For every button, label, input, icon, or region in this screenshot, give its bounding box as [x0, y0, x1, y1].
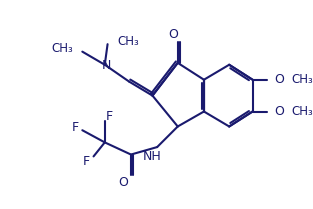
Text: CH₃: CH₃: [292, 105, 313, 118]
Text: F: F: [83, 155, 90, 168]
Text: CH₃: CH₃: [117, 35, 139, 48]
Text: O: O: [274, 105, 284, 118]
Text: CH₃: CH₃: [292, 73, 313, 86]
Text: F: F: [106, 110, 113, 123]
Text: N: N: [102, 59, 111, 72]
Text: O: O: [168, 28, 178, 41]
Text: F: F: [71, 121, 78, 134]
Text: O: O: [274, 73, 284, 86]
Text: CH₃: CH₃: [51, 42, 73, 55]
Text: NH: NH: [143, 150, 162, 163]
Text: O: O: [119, 176, 128, 189]
